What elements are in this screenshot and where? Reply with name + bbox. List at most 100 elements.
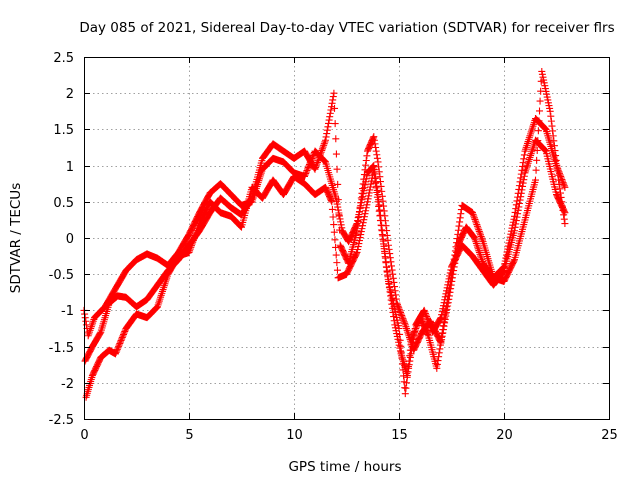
y-tick-label: -2: [61, 377, 74, 392]
data-point: [442, 303, 450, 311]
data-point: [313, 158, 321, 166]
data-point: [451, 251, 459, 259]
data-point: [191, 231, 199, 239]
data-point: [314, 157, 322, 165]
data-point: [189, 238, 197, 246]
data-point: [333, 197, 341, 205]
data-point: [352, 250, 360, 258]
tick-labels: -2.5 -2 -1.5 -1 -0.5 0 0.5 1 1.5 2 2.5 0 5 10 15 20 25: [49, 51, 618, 443]
data-point: [501, 257, 509, 265]
data-point: [518, 166, 526, 174]
data-point: [476, 250, 484, 258]
data-point: [312, 162, 320, 170]
data-point: [536, 107, 544, 115]
y-tick-label: -1.5: [49, 341, 74, 356]
data-point: [370, 136, 378, 144]
x-tick-label: 20: [496, 428, 513, 443]
data-point: [469, 209, 476, 217]
data-point: [470, 214, 478, 222]
data-point: [362, 207, 370, 215]
data-point: [553, 166, 561, 174]
data-point: [333, 165, 341, 173]
data-point: [354, 243, 362, 251]
data-point: [452, 243, 460, 251]
data-point: [560, 182, 568, 190]
data-point: [398, 360, 406, 368]
data-point: [378, 187, 386, 195]
data-point: [320, 140, 328, 148]
data-point: [316, 152, 324, 160]
series-1: [80, 136, 569, 380]
y-tick-label: 0: [66, 232, 74, 247]
data-point: [412, 323, 420, 331]
data-point: [369, 162, 377, 170]
data-point: [318, 146, 326, 154]
y-tick-label: -1: [61, 304, 74, 319]
data-point: [337, 218, 345, 226]
data-point: [434, 357, 442, 365]
series-2: [81, 89, 569, 365]
data-point: [506, 233, 514, 241]
data-point: [315, 153, 323, 161]
data-point: [470, 212, 478, 220]
data-point: [376, 173, 384, 181]
data-point: [378, 226, 386, 234]
data-point: [473, 221, 481, 229]
data-point: [400, 316, 407, 324]
data-point: [365, 192, 373, 200]
data-point: [381, 249, 389, 257]
data-point: [328, 103, 335, 111]
data-point: [396, 336, 404, 344]
data-point: [396, 330, 404, 338]
data-point: [412, 325, 420, 332]
data-point: [534, 137, 542, 145]
data-point: [560, 211, 568, 219]
data-point: [336, 226, 344, 234]
data-point: [384, 273, 392, 281]
data-point: [334, 206, 342, 214]
data-point: [115, 341, 123, 349]
data-point: [519, 182, 527, 190]
data-point: [408, 335, 416, 343]
data-point: [328, 198, 336, 206]
data-point: [477, 233, 485, 241]
data-point: [332, 243, 340, 251]
data-point: [454, 230, 462, 238]
data-point: [513, 197, 521, 205]
data-point: [520, 151, 528, 159]
data-point: [410, 329, 418, 337]
data-point: [194, 225, 202, 233]
data-point: [403, 373, 411, 381]
data-point: [311, 165, 319, 173]
data-point: [186, 245, 194, 253]
data-point: [371, 140, 379, 148]
data-point: [406, 353, 414, 361]
data-point: [443, 299, 451, 307]
data-point: [423, 314, 431, 322]
data-point: [372, 144, 380, 151]
data-point: [441, 310, 449, 318]
data-point: [550, 142, 558, 150]
x-tick-label: 25: [601, 428, 618, 443]
data-point: [438, 333, 446, 341]
data-point: [411, 328, 419, 336]
data-point: [400, 372, 408, 380]
data-point: [511, 212, 518, 220]
data-point: [406, 352, 414, 360]
data-point: [329, 96, 337, 104]
data-point: [355, 208, 363, 216]
data-point: [334, 203, 342, 211]
data-point: [454, 226, 462, 234]
data-point: [447, 274, 455, 282]
data-point: [444, 296, 452, 304]
data-point: [499, 264, 507, 272]
data-point: [118, 333, 126, 341]
data-point: [331, 104, 339, 112]
chart-title: Day 085 of 2021, Sidereal Day-to-day VTE…: [79, 20, 614, 36]
data-point: [407, 341, 415, 349]
data-point: [372, 184, 380, 192]
data-point: [447, 277, 455, 285]
data-point: [474, 224, 482, 232]
data-point: [359, 219, 367, 227]
data-point: [404, 363, 412, 371]
